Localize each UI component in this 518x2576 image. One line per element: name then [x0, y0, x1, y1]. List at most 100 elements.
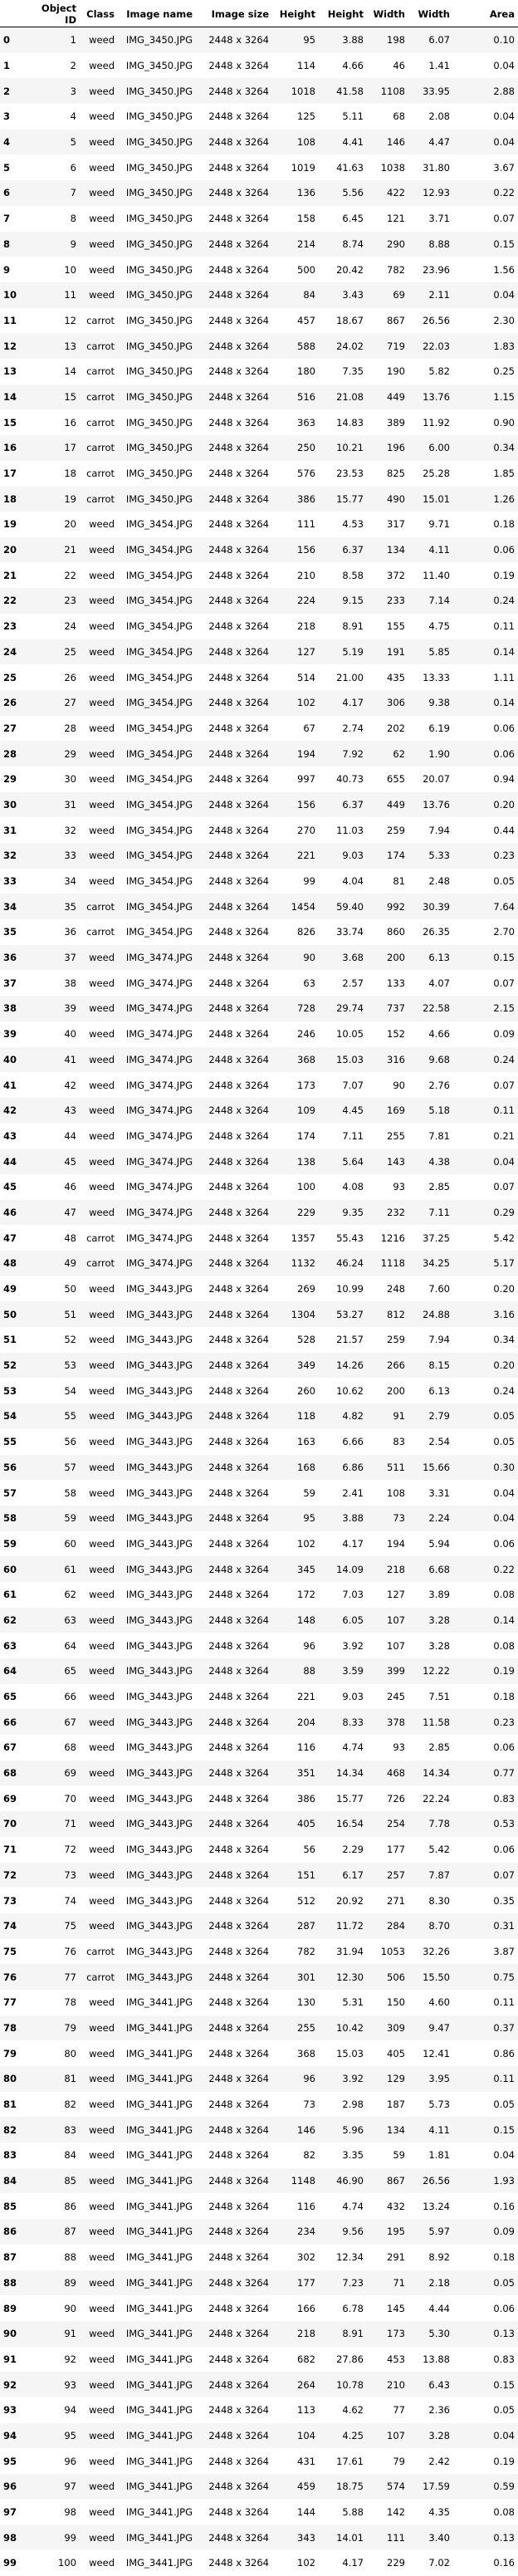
table-cell: 291 — [387, 2251, 405, 2264]
table-cell: 2448 x 3264 — [208, 620, 269, 633]
table-cell: 21.00 — [336, 671, 364, 683]
table-cell: weed — [89, 263, 115, 276]
table-cell: 14 — [64, 365, 76, 378]
table-cell: 2448 x 3264 — [208, 2353, 269, 2365]
row-index: 72 — [3, 1868, 17, 1881]
row-index: 23 — [3, 620, 17, 633]
table-cell: weed — [89, 1436, 115, 1448]
table-cell: 190 — [387, 365, 405, 378]
row-index: 53 — [3, 1384, 17, 1397]
table-cell: IMG_3454.JPG — [125, 544, 193, 556]
table-cell: IMG_3450.JPG — [125, 110, 193, 123]
column-header: Height — [272, 2, 319, 27]
table-body: 0 1 weed IMG_3450.JPG 2448 x 3264 95 3.88 198 6.… — [0, 27, 518, 2576]
table-cell: 81 — [64, 2073, 76, 2085]
table-cell: 55.43 — [336, 1232, 364, 1244]
table-cell: 7.64 — [493, 900, 515, 913]
row-index: 92 — [3, 2378, 17, 2391]
table-cell: 13.33 — [423, 671, 450, 683]
table-cell: 27 — [64, 697, 76, 709]
table-cell: 0.15 — [493, 2378, 515, 2391]
table-cell: 146 — [297, 2123, 315, 2136]
table-cell: 0.05 — [493, 2404, 515, 2417]
table-cell: 2448 x 3264 — [208, 365, 269, 378]
table-cell: weed — [89, 1053, 115, 1065]
table-cell: IMG_3443.JPG — [125, 1436, 193, 1448]
table-cell: 2448 x 3264 — [208, 2378, 269, 2391]
row-index: 46 — [3, 1206, 17, 1218]
table-cell: IMG_3441.JPG — [125, 2506, 193, 2519]
table-row: 65 66 weed IMG_3443.JPG 2448 x 3264 221 9.03 24… — [0, 1684, 518, 1710]
table-cell: 23 — [64, 595, 76, 607]
table-cell: 7.81 — [428, 1129, 450, 1142]
column-header: Area — [453, 2, 518, 27]
table-cell: 7.35 — [342, 365, 364, 378]
table-cell: 0.06 — [493, 1844, 515, 1856]
table-cell: 1.41 — [428, 60, 450, 72]
table-cell: IMG_3441.JPG — [125, 2557, 193, 2569]
table-row: 55 56 weed IMG_3443.JPG 2448 x 3264 163 6.66 83… — [0, 1429, 518, 1455]
table-cell: 26.56 — [423, 314, 450, 326]
row-index: 59 — [3, 1537, 17, 1550]
table-cell: weed — [89, 645, 115, 658]
table-cell: 0.22 — [493, 187, 515, 199]
row-index: 21 — [3, 569, 17, 581]
table-cell: 389 — [387, 416, 405, 429]
row-index: 94 — [3, 2429, 17, 2441]
table-cell: 246 — [297, 1028, 315, 1041]
table-cell: IMG_3441.JPG — [125, 2073, 193, 2085]
row-index: 26 — [3, 697, 17, 709]
row-index: 22 — [3, 595, 17, 607]
table-cell: IMG_3454.JPG — [125, 875, 193, 888]
table-cell: 14.09 — [336, 1563, 364, 1575]
table-cell: carrot — [86, 1232, 115, 1244]
table-row: 24 25 weed IMG_3454.JPG 2448 x 3264 127 5.19 19… — [0, 639, 518, 665]
table-cell: 435 — [387, 671, 405, 683]
table-cell: 15.03 — [336, 1053, 364, 1065]
table-row: 77 78 weed IMG_3441.JPG 2448 x 3264 130 5.31 15… — [0, 1990, 518, 2015]
table-cell: 2448 x 3264 — [208, 798, 269, 811]
table-cell: 2448 x 3264 — [208, 1996, 269, 2009]
table-cell: 2448 x 3264 — [208, 468, 269, 480]
table-cell: 173 — [387, 2328, 405, 2340]
table-cell: 59 — [393, 2149, 405, 2162]
table-cell: 0.07 — [493, 977, 515, 989]
table-cell: carrot — [86, 926, 115, 938]
table-cell: 134 — [387, 544, 405, 556]
table-cell: weed — [89, 110, 115, 123]
table-cell: IMG_3441.JPG — [125, 2226, 193, 2238]
table-cell: 16.54 — [336, 1818, 364, 1830]
table-row: 95 96 weed IMG_3441.JPG 2448 x 3264 431 17.61 7… — [0, 2448, 518, 2474]
table-cell: weed — [89, 1792, 115, 1805]
table-row: 20 21 weed IMG_3454.JPG 2448 x 3264 156 6.37 13… — [0, 536, 518, 563]
table-cell: 2448 x 3264 — [208, 2276, 269, 2289]
table-cell: 4.38 — [428, 1155, 450, 1168]
table-cell: 13.76 — [423, 798, 450, 811]
table-cell: 0.13 — [493, 2328, 515, 2340]
table-cell: 7.11 — [428, 1206, 450, 1218]
table-cell: IMG_3454.JPG — [125, 798, 193, 811]
table-cell: 97 — [64, 2481, 76, 2493]
column-header: Image size — [196, 2, 272, 27]
table-cell: 0.90 — [493, 416, 515, 429]
table-cell: 343 — [297, 2531, 315, 2544]
table-cell: 59.40 — [336, 900, 364, 913]
table-cell: 6.13 — [428, 1384, 450, 1397]
table-cell: IMG_3443.JPG — [125, 1537, 193, 1550]
table-row: 78 79 weed IMG_3441.JPG 2448 x 3264 255 10.42 3… — [0, 2015, 518, 2041]
table-cell: 73 — [303, 2099, 315, 2111]
table-cell: 0.15 — [493, 952, 515, 964]
table-cell: 2.98 — [342, 2099, 364, 2111]
table-cell: 2448 x 3264 — [208, 900, 269, 913]
table-cell: 2448 x 3264 — [208, 1308, 269, 1320]
table-cell: 0.20 — [493, 1283, 515, 1295]
table-cell: 0.19 — [493, 569, 515, 581]
table-cell: 54 — [64, 1384, 76, 1397]
table-cell: IMG_3443.JPG — [125, 1359, 193, 1372]
table-cell: 5.88 — [342, 2506, 364, 2519]
table-cell: weed — [89, 1767, 115, 1780]
table-row: 89 90 weed IMG_3441.JPG 2448 x 3264 166 6.78 14… — [0, 2295, 518, 2321]
table-cell: weed — [89, 1486, 115, 1499]
table-row: 49 50 weed IMG_3443.JPG 2448 x 3264 269 10.99 2… — [0, 1276, 518, 1302]
table-cell: 2448 x 3264 — [208, 1563, 269, 1575]
